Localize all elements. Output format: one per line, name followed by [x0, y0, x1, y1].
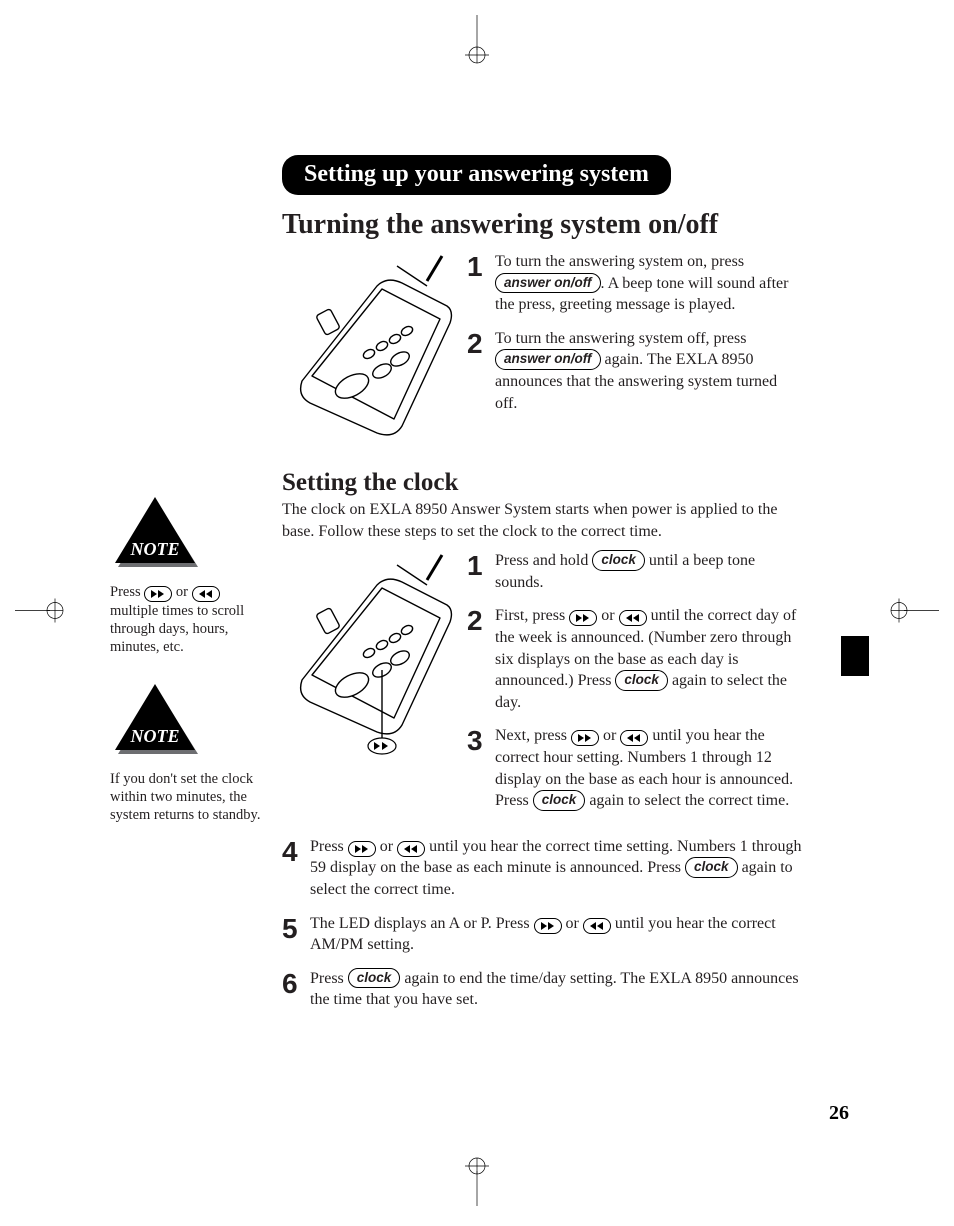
step-number: 1 [467, 253, 495, 281]
clock-step-6: 6 Press clock again to end the time/day … [282, 968, 802, 1011]
clock-button-label: clock [592, 550, 645, 571]
crop-mark-right [889, 591, 939, 636]
rew-icon [583, 918, 611, 934]
step-number: 5 [282, 915, 310, 943]
step-body: The LED displays an A or P. Press or unt… [310, 913, 802, 956]
step-body: Press or until you hear the correct time… [310, 836, 802, 901]
device-illustration-1 [282, 251, 457, 451]
page-content: Setting up your answering system Turning… [110, 155, 870, 1023]
fwd-icon [569, 610, 597, 626]
clock-intro: The clock on EXLA 8950 Answer System sta… [282, 499, 802, 542]
clock-step-3: 3 Next, press or until you hear the corr… [467, 725, 802, 811]
page-number: 26 [829, 1102, 849, 1125]
fwd-icon [534, 918, 562, 934]
fwd-icon [348, 841, 376, 857]
step-body: First, press or until the correct day of… [495, 605, 802, 713]
step-number: 1 [467, 552, 495, 580]
step-number: 2 [467, 607, 495, 635]
clock-step-5: 5 The LED displays an A or P. Press or u… [282, 913, 802, 956]
step-number: 3 [467, 727, 495, 755]
crop-mark-bottom [457, 1156, 497, 1211]
clock-button-label: clock [533, 790, 586, 811]
clock-button-label: clock [615, 670, 668, 691]
step-number: 6 [282, 970, 310, 998]
rew-icon [620, 730, 648, 746]
step-body: Press and hold clock until a beep tone s… [495, 550, 802, 593]
step-body: Press clock again to end the time/day se… [310, 968, 802, 1011]
step-body: To turn the answering system off, press … [495, 328, 802, 414]
answer-onoff-button-label: answer on/off [495, 349, 601, 370]
clock-step-2: 2 First, press or until the correct day … [467, 605, 802, 713]
device-illustration-2 [282, 550, 457, 760]
crop-mark-top [457, 15, 497, 70]
rew-icon [619, 610, 647, 626]
onoff-step-1: 1 To turn the answering system on, press… [467, 251, 802, 316]
step-body: Next, press or until you hear the correc… [495, 725, 802, 811]
step-number: 2 [467, 330, 495, 358]
onoff-steps-block: 1 To turn the answering system on, press… [282, 251, 802, 451]
section-header: Setting up your answering system [282, 155, 671, 195]
step-body: To turn the answering system on, press a… [495, 251, 802, 316]
clock-button-label: clock [348, 968, 401, 989]
title-setting-clock: Setting the clock [282, 469, 802, 497]
rew-icon [397, 841, 425, 857]
clock-button-label: clock [685, 857, 738, 878]
step-number: 4 [282, 838, 310, 866]
fwd-icon [571, 730, 599, 746]
onoff-step-2: 2 To turn the answering system off, pres… [467, 328, 802, 414]
crop-mark-left [15, 591, 65, 636]
title-turning-on-off: Turning the answering system on/off [282, 209, 802, 241]
clock-step-1: 1 Press and hold clock until a beep tone… [467, 550, 802, 593]
clock-step-4: 4 Press or until you hear the correct ti… [282, 836, 802, 901]
clock-steps-block-top: 1 Press and hold clock until a beep tone… [282, 550, 802, 824]
answer-onoff-button-label: answer on/off [495, 273, 601, 294]
